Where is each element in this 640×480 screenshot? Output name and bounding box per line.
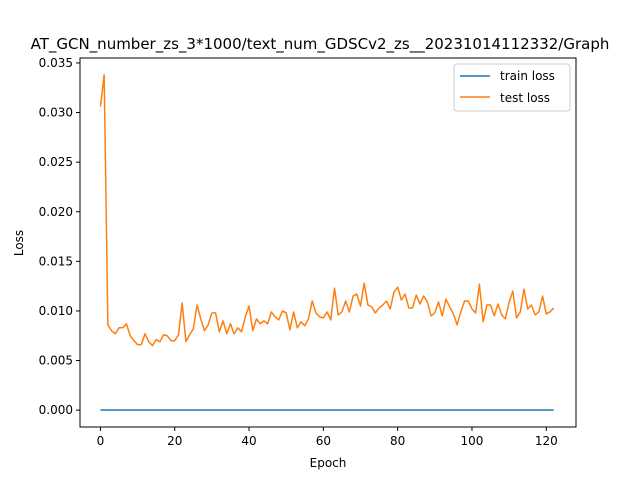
x-tick-label: 100 [461,434,484,448]
y-tick-label: 0.000 [39,403,73,417]
y-axis-label: Loss [12,230,26,256]
x-tick-label: 120 [535,434,558,448]
chart-title: AT_GCN_number_zs_3*1000/text_num_GDSCv2_… [31,35,610,54]
x-tick-label: 20 [167,434,182,448]
x-tick-label: 0 [97,434,105,448]
y-tick-label: 0.005 [39,354,73,368]
series-lines [99,74,555,411]
y-tick-label: 0.025 [39,155,73,169]
y-tick-label: 0.035 [39,56,73,70]
legend: train loss test loss [453,63,571,112]
y-axis: 0.000 0.005 0.010 0.015 0.020 0.025 0.030 0.035 [39,56,80,417]
x-tick-label: 80 [390,434,405,448]
y-tick-label: 0.015 [39,254,73,268]
y-tick-label: 0.030 [39,106,73,120]
legend-label-train-loss: train loss [500,69,555,83]
legend-label-test-loss: test loss [500,91,550,105]
series-line-test-loss [99,74,555,347]
plot-frame [79,57,577,428]
x-tick-label: 40 [241,434,256,448]
y-tick-label: 0.010 [39,304,73,318]
x-tick-label: 60 [316,434,331,448]
x-axis-label: Epoch [310,456,347,470]
x-axis: 0 20 40 60 80 100 120 [97,427,558,448]
y-tick-label: 0.020 [39,205,73,219]
